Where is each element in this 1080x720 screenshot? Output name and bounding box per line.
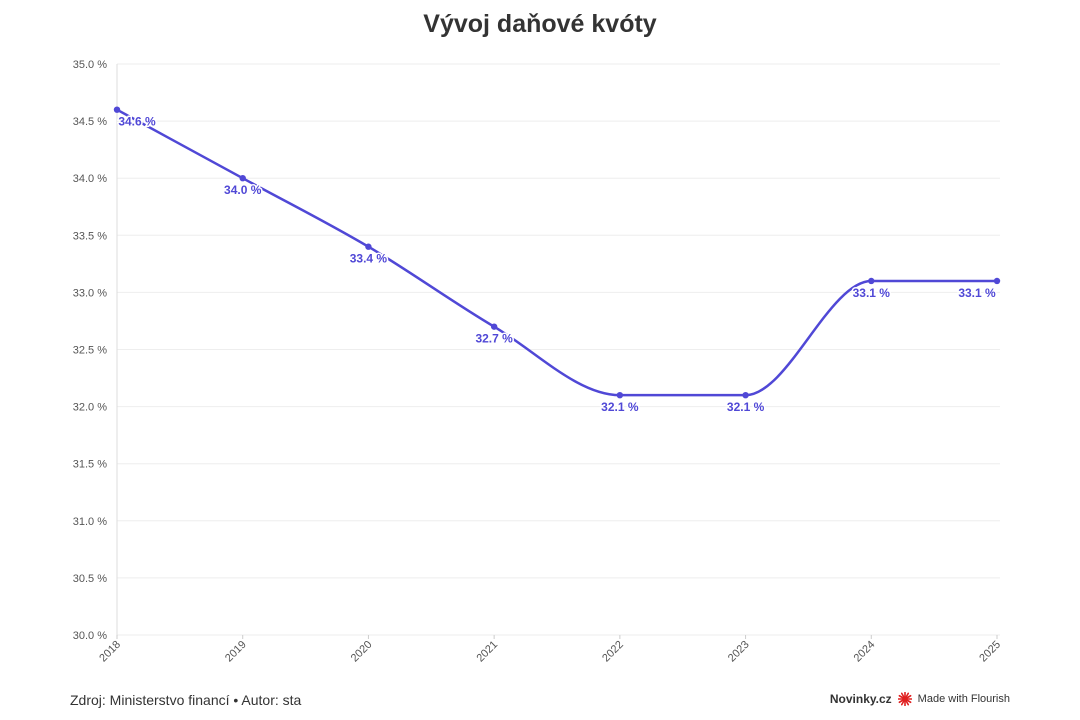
y-tick-label: 34.0 % xyxy=(73,173,107,185)
y-tick-label: 30.5 % xyxy=(73,573,107,585)
series-line xyxy=(115,108,999,397)
x-tick-label: 2025 xyxy=(977,639,1003,665)
data-label: 32.1 % xyxy=(601,400,639,414)
x-tick-label: 2023 xyxy=(726,639,752,665)
data-point xyxy=(742,391,749,399)
footer-branding: Novinky.cz Made with Flourish xyxy=(830,692,1010,706)
data-point xyxy=(868,277,875,285)
data-point xyxy=(239,175,246,182)
y-tick-label: 32.0 % xyxy=(73,402,107,414)
x-tick-label: 2021 xyxy=(474,639,500,665)
data-label: 33.4 % xyxy=(350,252,388,266)
y-tick-label: 33.5 % xyxy=(73,230,107,242)
y-tick-label: 35.0 % xyxy=(73,59,107,71)
x-tick-label: 2019 xyxy=(223,639,249,665)
data-labels: 34.6 % 34.0 % 33.4 % 32.7 % 32.1 % 32.1 % 33.1… xyxy=(117,113,998,415)
data-label: 33.1 % xyxy=(958,286,996,300)
made-with-flourish-link[interactable]: Made with Flourish xyxy=(917,693,1010,705)
y-tick-label: 31.5 % xyxy=(73,459,107,471)
x-tick-label: 2024 xyxy=(852,639,878,665)
data-label: 32.7 % xyxy=(475,332,513,346)
x-tick-label: 2018 xyxy=(97,639,123,665)
data-label: 34.6 % xyxy=(118,115,156,129)
y-tick-label: 34.5 % xyxy=(73,116,107,128)
y-tick-label: 31.0 % xyxy=(73,516,107,528)
novinky-brand[interactable]: Novinky.cz xyxy=(829,692,892,706)
data-points xyxy=(113,106,1001,399)
data-point xyxy=(616,391,624,399)
y-tick-label: 30.0 % xyxy=(73,630,107,642)
data-label: 33.1 % xyxy=(853,286,891,300)
y-tick-label: 33.0 % xyxy=(73,287,107,299)
data-point xyxy=(113,106,121,113)
chart-title: Vývoj daňové kvóty xyxy=(423,10,657,38)
source-credit: Zdroj: Ministerstvo financí • Autor: sta xyxy=(70,692,302,708)
flourish-logo-icon xyxy=(897,692,912,706)
data-label: 32.1 % xyxy=(727,400,765,414)
data-point xyxy=(365,243,372,250)
x-axis-ticks: 2018 2019 2020 2021 2022 2023 2024 2025 xyxy=(97,635,1003,664)
y-axis-ticks: 30.0 % 30.5 % 31.0 % 31.5 % 32.0 % 32.5 % 33.0… xyxy=(73,59,107,642)
gridlines xyxy=(117,63,1000,636)
x-tick-label: 2020 xyxy=(349,639,375,665)
data-point xyxy=(490,323,498,330)
y-tick-label: 32.5 % xyxy=(73,345,107,357)
data-label: 34.0 % xyxy=(224,183,262,197)
data-point xyxy=(993,277,1001,285)
x-tick-label: 2022 xyxy=(600,639,626,665)
